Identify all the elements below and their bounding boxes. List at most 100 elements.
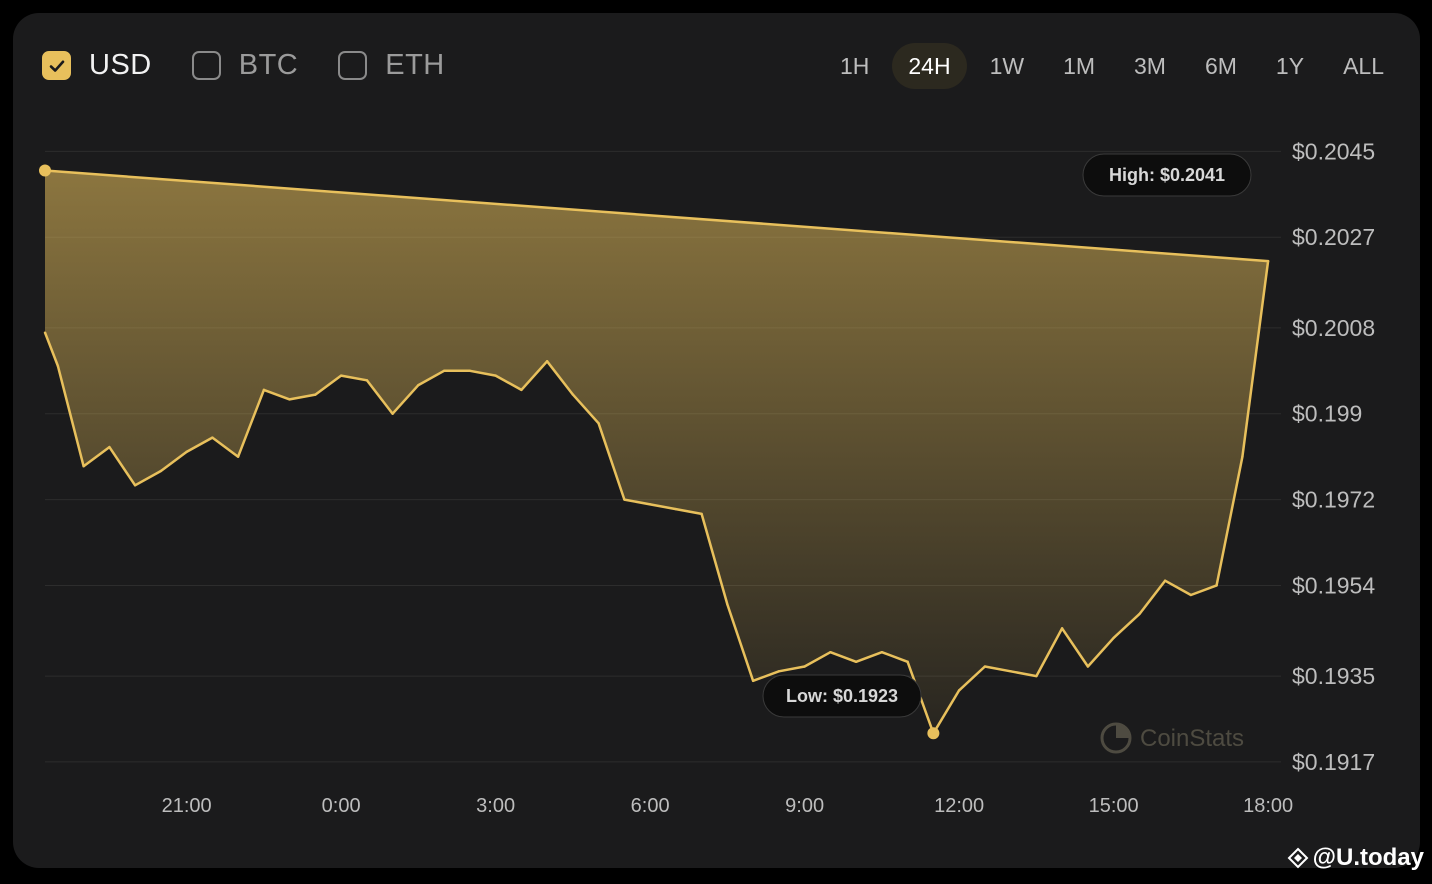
time-range-selector: 1H 24H 1W 1M 3M 6M 1Y ALL [817,43,1400,89]
data-point [1086,665,1090,668]
price-chart[interactable]: CoinStats $0.2045$0.2027$0.2008$0.199$0.… [13,13,1420,868]
price-line [43,169,1270,735]
y-axis-labels: $0.2045 $0.2027 $0.2008 $0.199 $0.1972 $0.195… [1292,138,1375,775]
data-point [442,369,446,372]
data-point [674,507,678,511]
low-tooltip: Low: $0.1923 [762,674,922,718]
currency-toggle-usd[interactable]: USD [42,49,152,82]
data-point [288,398,291,401]
x-tick-label: 15:00 [1089,795,1139,817]
currency-label: ETH [385,49,445,81]
data-point [159,469,163,473]
range-tab-all[interactable]: ALL [1343,53,1384,79]
data-point [803,665,806,668]
currency-toggle-eth[interactable]: ETH [338,49,445,82]
high-marker[interactable] [39,164,51,177]
checkbox-checked-icon[interactable] [42,51,71,80]
data-point [314,393,317,396]
y-tick-label: $0.199 [1292,401,1362,427]
data-point [983,665,987,668]
data-point [43,331,47,334]
y-tick-label: $0.1972 [1292,487,1375,513]
data-point [1035,674,1038,678]
brand-text: @U.today [1312,844,1424,871]
currency-toggles: USD BTC ETH [42,49,445,82]
y-tick-label: $0.1954 [1292,572,1375,598]
y-tick-label: $0.2027 [1292,224,1375,250]
data-point [185,450,188,454]
data-point [623,498,626,501]
range-tab-24h[interactable]: 24H [892,43,967,89]
data-point [365,379,369,382]
data-point [854,660,858,663]
data-point [82,464,85,468]
data-point [236,455,240,458]
range-tab-6m[interactable]: 6M [1204,53,1237,79]
brand-watermark: @U.today [1287,844,1424,872]
data-point [597,422,600,425]
coinstats-logo-icon [1100,722,1132,754]
data-point [391,412,394,415]
range-tab-1y[interactable]: 1Y [1275,53,1305,79]
diamond-logo-icon [1287,847,1308,869]
y-tick-label: $0.2045 [1292,138,1375,164]
watermark-text: CoinStats [1140,725,1244,752]
x-axis-labels: 21:00 0:00 3:00 6:00 9:00 12:00 15:00 18:00 [162,795,1294,817]
currency-toggle-btc[interactable]: BTC [191,49,299,82]
data-point [339,374,343,377]
x-tick-label: 9:00 [785,795,824,817]
data-point [56,364,60,368]
data-point [906,660,909,663]
data-point [777,670,781,673]
data-point [1060,627,1064,630]
range-tab-1w[interactable]: 1W [989,53,1025,79]
data-point [1112,636,1115,640]
x-tick-label: 0:00 [322,795,361,817]
data-point [1009,670,1012,673]
data-point [468,369,472,372]
data-point [880,651,884,654]
data-point [648,503,652,506]
data-point [417,383,420,387]
data-point [1189,593,1193,597]
high-tooltip-text: High: $0.2041 [1109,165,1225,185]
price-chart-card: USD BTC ETH 1H 24H 1W 1M 3M 6M 1Y ALL [13,13,1420,868]
x-tick-label: 6:00 [631,795,670,817]
data-points [43,169,1270,735]
x-tick-label: 3:00 [476,795,515,817]
data-point [1163,579,1167,582]
data-point [1215,584,1218,587]
checkbox-empty-icon[interactable] [191,51,221,80]
price-area [45,170,1269,781]
high-tooltip: High: $0.2041 [1082,153,1252,197]
data-point [108,445,111,449]
data-point [700,512,703,516]
checkbox-empty-icon[interactable] [338,51,368,80]
range-tab-1h[interactable]: 1H [839,53,870,79]
currency-label: USD [89,49,152,81]
y-tick-label: $0.1935 [1292,663,1375,689]
data-point [1241,455,1244,458]
x-tick-label: 12:00 [934,795,984,817]
data-point [829,651,832,654]
data-point [751,679,755,683]
data-point [494,374,497,377]
x-tick-label: 21:00 [162,795,212,817]
range-tab-1m[interactable]: 1M [1063,53,1096,79]
range-tab-3m[interactable]: 3M [1134,53,1166,79]
data-point [520,388,523,392]
data-point [1138,612,1141,616]
coinstats-watermark: CoinStats [1100,722,1244,754]
data-point [133,484,137,487]
data-point [262,388,266,392]
data-point [1266,259,1270,263]
y-tick-label: $0.1917 [1292,749,1375,775]
low-marker[interactable] [927,727,940,740]
data-point [211,436,214,439]
currency-label: BTC [238,49,299,81]
y-tick-label: $0.2008 [1292,315,1375,341]
x-tick-label: 18:00 [1243,795,1293,817]
data-point [545,360,549,363]
data-point [571,393,575,396]
data-point [726,603,729,606]
